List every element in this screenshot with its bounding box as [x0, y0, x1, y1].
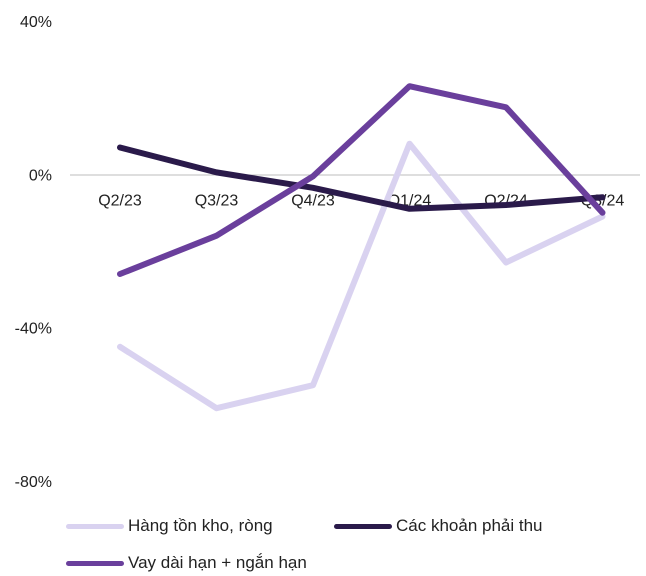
x-tick-label: Q4/23	[291, 192, 335, 209]
legend-swatch-receivables	[334, 523, 392, 529]
x-tick-label: Q2/23	[98, 192, 142, 209]
y-tick-label: -80%	[15, 474, 52, 491]
legend-item-inventory: Hàng tồn kho, ròng	[66, 516, 273, 536]
legend-item-receivables: Các khoản phải thu	[334, 516, 543, 536]
series-lines	[117, 83, 606, 412]
legend-label-receivables: Các khoản phải thu	[396, 516, 543, 535]
series-line-0	[117, 140, 606, 412]
x-tick-label: Q3/23	[195, 192, 239, 209]
y-tick-label: -40%	[15, 321, 52, 338]
legend-swatch-inventory	[66, 523, 124, 529]
legend-label-inventory: Hàng tồn kho, ròng	[128, 516, 273, 535]
legend-swatch-borrowings	[66, 560, 124, 566]
series-line-1	[117, 144, 606, 212]
legend-item-borrowings: Vay dài hạn + ngắn hạn	[66, 553, 307, 573]
y-tick-label: 40%	[20, 14, 52, 31]
y-tick-label: 0%	[29, 167, 52, 184]
legend-label-borrowings: Vay dài hạn + ngắn hạn	[128, 553, 307, 572]
y-axis-ticks: 40% 0% -40% -80%	[15, 14, 52, 491]
series-line-2	[117, 83, 606, 277]
